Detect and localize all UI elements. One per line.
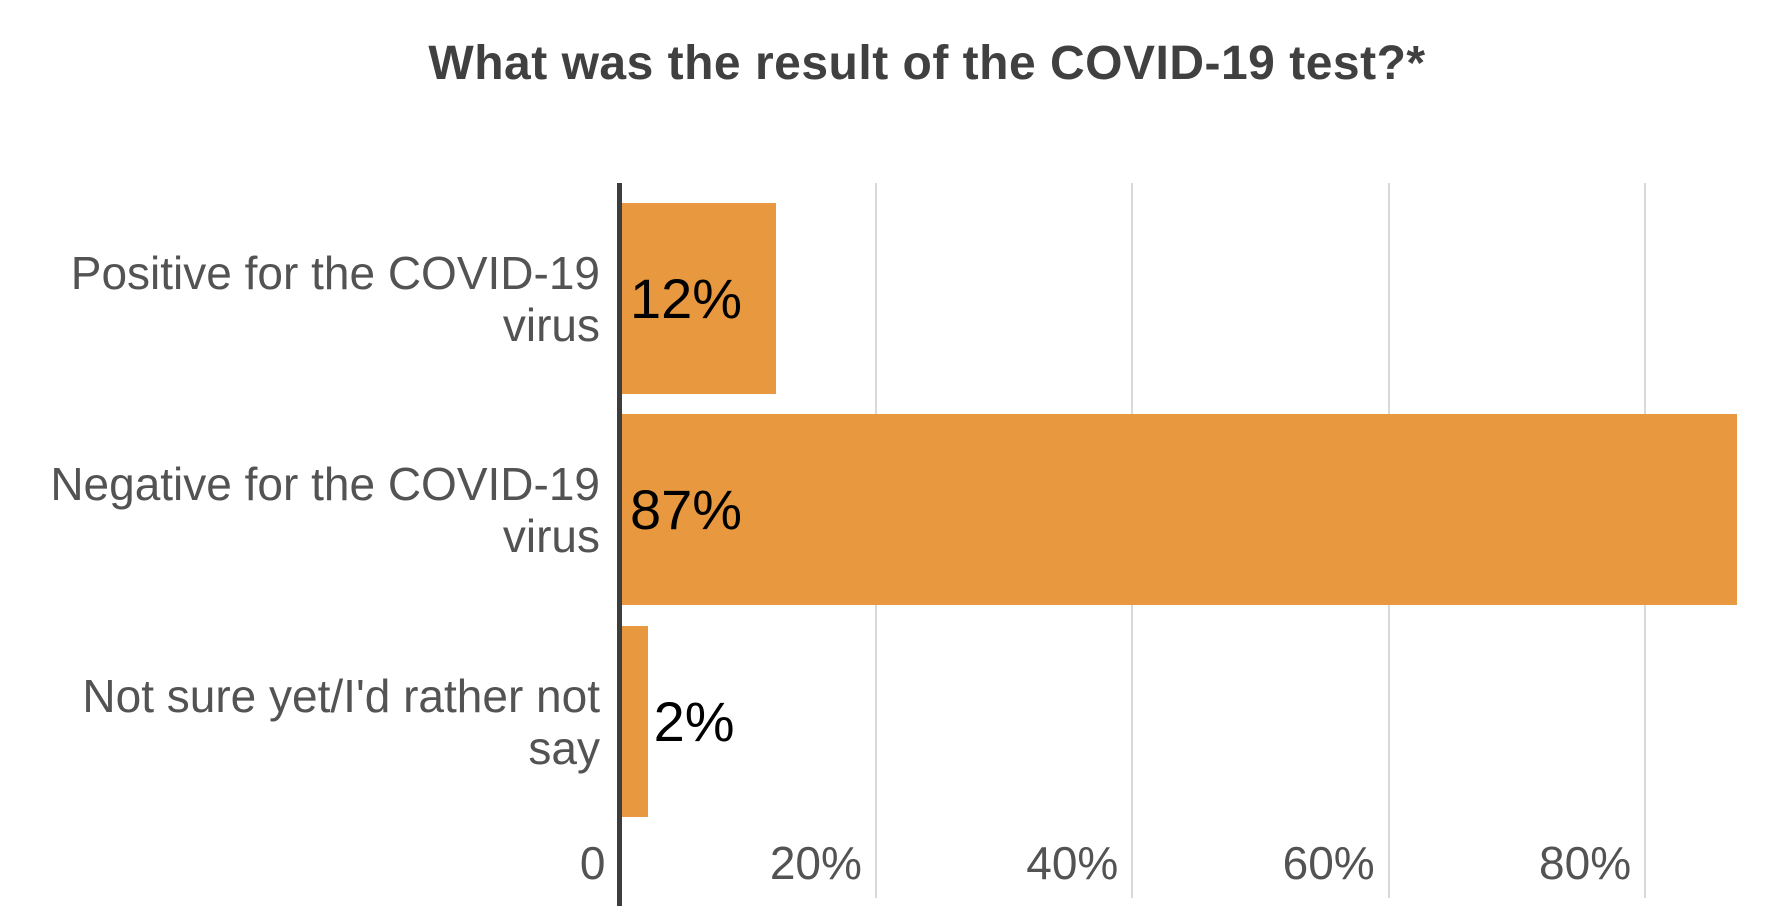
- chart-title: What was the result of the COVID-19 test…: [428, 37, 1426, 90]
- bar-negative-for-the: [622, 414, 1738, 605]
- category-label-negative-for-the: Negative for the COVID-19 virus: [50, 457, 600, 562]
- category-label-not-sure-yet: Not sure yet/I'd rather not say: [82, 669, 600, 774]
- bar-not-sure-yet: [622, 626, 648, 817]
- x-tick-20pct: 20%: [769, 837, 862, 889]
- value-label-negative-for-the: 87%: [630, 478, 743, 541]
- value-label-not-sure-yet: 2%: [653, 690, 735, 753]
- bar-positive-for-the: [622, 203, 776, 394]
- y-axis-line: [617, 183, 622, 906]
- value-label-positive-for-the: 12%: [630, 267, 743, 330]
- x-tick-80pct: 80%: [1539, 837, 1632, 889]
- x-tick-60pct: 60%: [1282, 837, 1375, 889]
- category-label-positive-for-the: Positive for the COVID-19 virus: [70, 246, 600, 351]
- x-tick-40pct: 40%: [1026, 837, 1119, 889]
- x-tick-0: 0: [579, 837, 606, 889]
